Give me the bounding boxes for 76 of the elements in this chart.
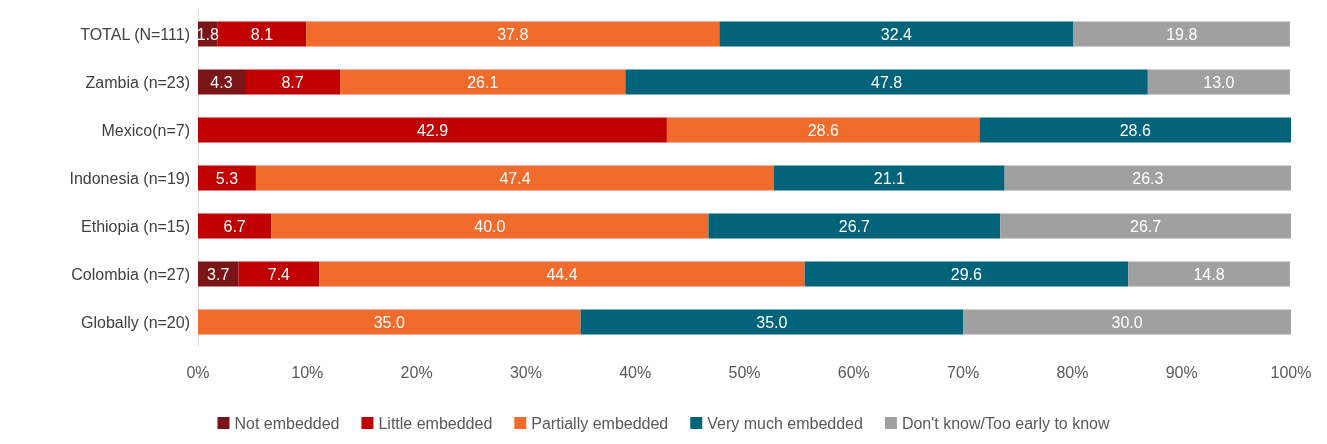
x-tick-label: 10% bbox=[291, 363, 324, 381]
data-label: 35.0 bbox=[756, 313, 788, 331]
bar bbox=[774, 165, 1005, 191]
data-label: 42.9 bbox=[416, 121, 449, 139]
x-tick-label: 100% bbox=[1270, 363, 1312, 381]
bar bbox=[1147, 69, 1290, 95]
y-tick-label: Globally (n=20) bbox=[81, 313, 190, 331]
bar bbox=[306, 21, 720, 47]
data-label: 7.4 bbox=[267, 265, 291, 283]
bar bbox=[979, 117, 1291, 143]
bar bbox=[666, 117, 980, 143]
x-tick-label: 0% bbox=[186, 363, 210, 381]
bar bbox=[198, 309, 581, 335]
y-tick-label: Zambia (n=23) bbox=[85, 73, 190, 91]
data-label: 8.1 bbox=[250, 25, 274, 43]
data-label: 6.7 bbox=[223, 217, 246, 235]
data-label: 44.4 bbox=[546, 265, 578, 283]
bar bbox=[804, 261, 1129, 287]
data-label: 40.0 bbox=[474, 217, 506, 235]
data-label: 14.8 bbox=[1193, 265, 1225, 283]
data-label: 47.8 bbox=[871, 73, 903, 91]
bar bbox=[1128, 261, 1290, 287]
data-label: 29.6 bbox=[950, 265, 983, 283]
y-tick-label: Indonesia (n=19) bbox=[69, 169, 190, 187]
legend-label: Not embedded bbox=[234, 414, 340, 432]
bar bbox=[198, 117, 667, 143]
x-tick-label: 70% bbox=[947, 363, 980, 381]
bar bbox=[719, 21, 1074, 47]
y-tick-label: Colombia (n=27) bbox=[71, 265, 190, 283]
x-tick-label: 60% bbox=[837, 363, 870, 381]
x-tick-label: 50% bbox=[728, 363, 761, 381]
bar bbox=[271, 213, 709, 239]
data-label: 4.3 bbox=[210, 73, 233, 91]
bar bbox=[340, 69, 626, 95]
legend-label: Don't know/Too early to know bbox=[901, 414, 1110, 432]
data-label: 5.3 bbox=[215, 169, 239, 187]
y-tick-label: Mexico(n=7) bbox=[101, 121, 190, 139]
data-label: 32.4 bbox=[880, 25, 913, 43]
data-label: 1.8 bbox=[196, 25, 220, 43]
data-label: 26.1 bbox=[467, 73, 499, 91]
y-tick-label: Ethiopia (n=15) bbox=[81, 217, 190, 235]
x-tick-label: 20% bbox=[400, 363, 433, 381]
data-label: 47.4 bbox=[499, 169, 531, 187]
data-label: 21.1 bbox=[873, 169, 905, 187]
data-label: 3.7 bbox=[207, 265, 230, 283]
data-label: 37.8 bbox=[497, 25, 529, 43]
data-label: 19.8 bbox=[1166, 25, 1198, 43]
bar bbox=[708, 213, 1001, 239]
data-label: 13.0 bbox=[1203, 73, 1235, 91]
x-tick-label: 40% bbox=[619, 363, 652, 381]
y-tick-label: TOTAL (N=111) bbox=[80, 25, 190, 43]
bar bbox=[963, 309, 1291, 335]
legend-label: Little embedded bbox=[378, 414, 493, 432]
bar bbox=[580, 309, 964, 335]
bar bbox=[319, 261, 805, 287]
bar bbox=[1073, 21, 1290, 47]
data-label: 28.6 bbox=[1119, 121, 1151, 139]
data-label: 30.0 bbox=[1111, 313, 1143, 331]
bar bbox=[238, 261, 320, 287]
bar bbox=[1004, 165, 1291, 191]
data-label: 28.6 bbox=[807, 121, 839, 139]
legend-label: Partially embedded bbox=[531, 414, 669, 432]
data-label: 26.7 bbox=[838, 217, 871, 235]
x-tick-label: 30% bbox=[509, 363, 542, 381]
data-label: 35.0 bbox=[373, 313, 405, 331]
data-label: 26.7 bbox=[1130, 217, 1162, 235]
x-tick-label: 90% bbox=[1165, 363, 1198, 381]
bar bbox=[1000, 213, 1291, 239]
bar bbox=[245, 69, 341, 95]
data-label: 8.7 bbox=[281, 73, 304, 91]
x-tick-label: 80% bbox=[1056, 363, 1089, 381]
bar bbox=[625, 69, 1148, 95]
legend-label: Very much embedded bbox=[707, 414, 863, 432]
bar bbox=[217, 21, 307, 47]
data-label: 26.3 bbox=[1132, 169, 1164, 187]
bar bbox=[255, 165, 775, 191]
